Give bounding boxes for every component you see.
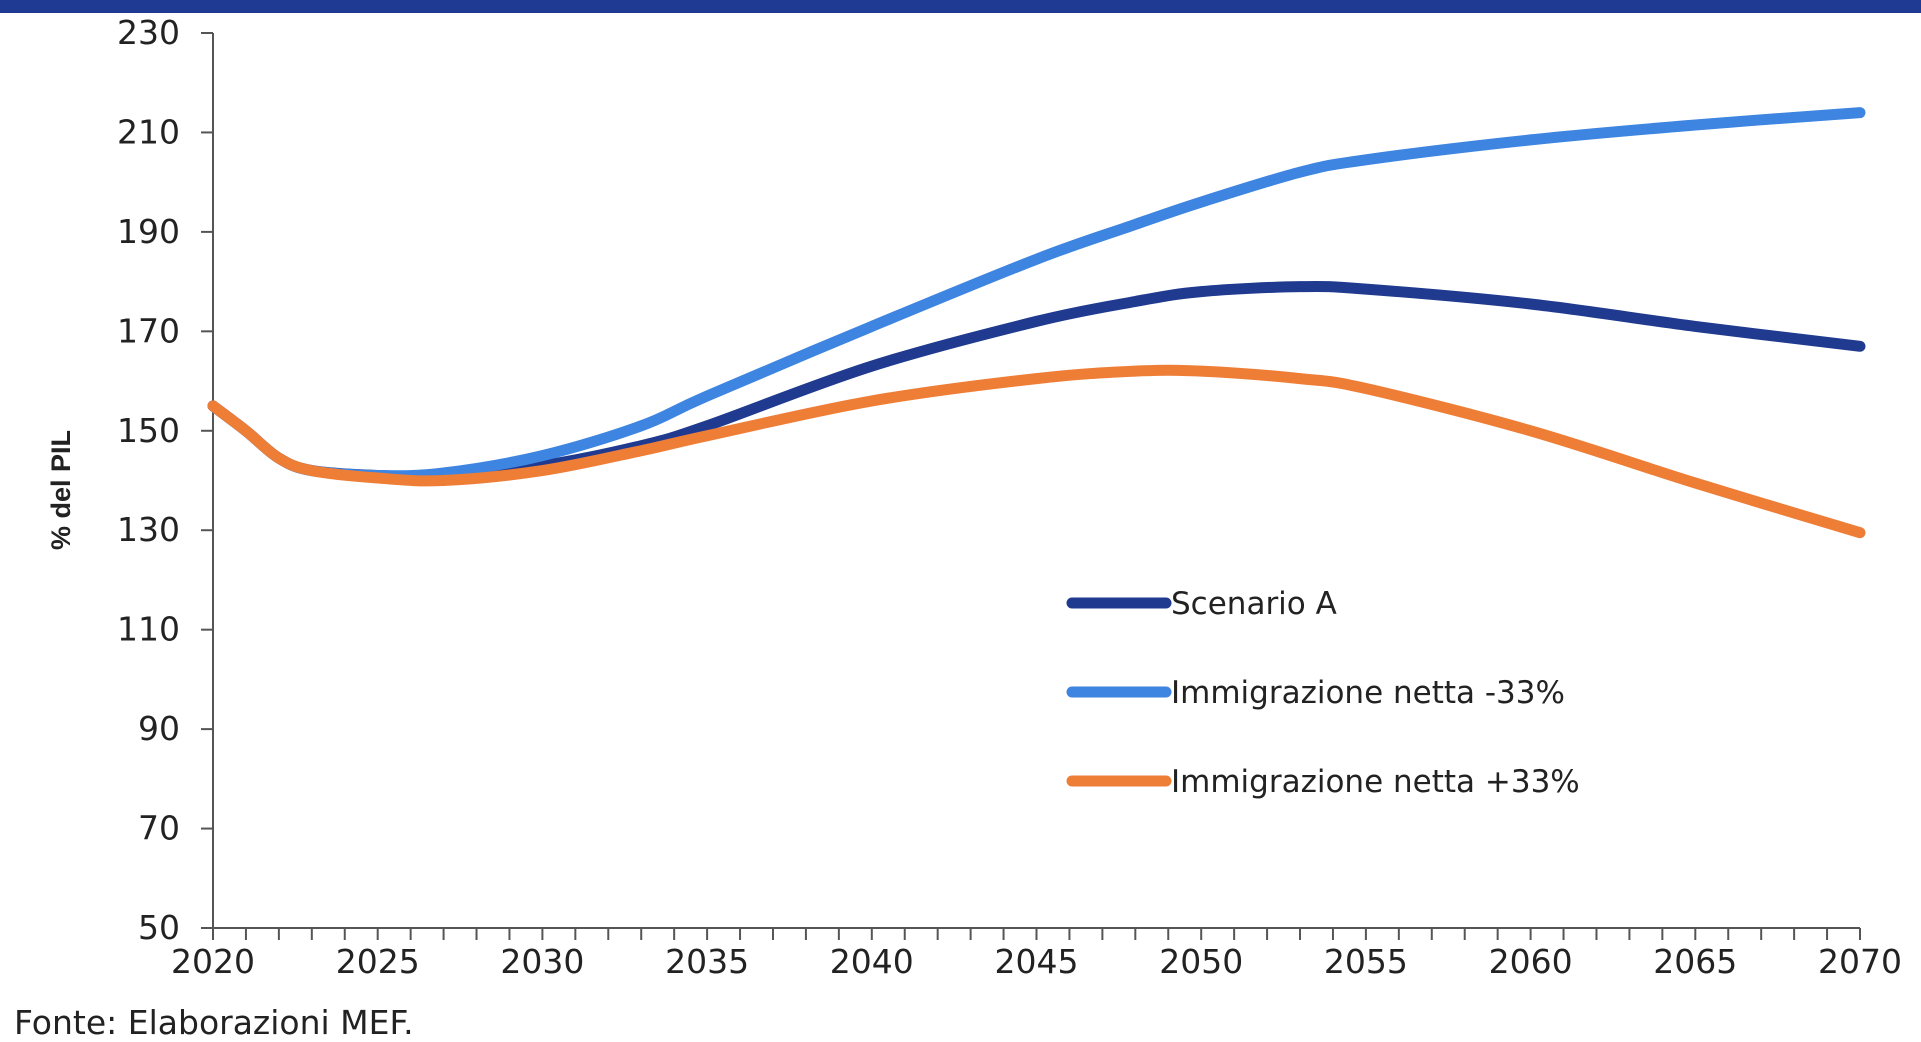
legend-label-3: Immigrazione netta +33% <box>1171 764 1580 800</box>
y-tick-label: 170 <box>117 311 180 350</box>
y-tick-label: 70 <box>138 809 180 848</box>
x-tick-label: 2055 <box>1324 942 1408 981</box>
x-tick-label: 2060 <box>1489 942 1573 981</box>
legend-label-2: Immigrazione netta -33% <box>1171 675 1565 711</box>
x-tick-label: 2065 <box>1653 942 1737 981</box>
x-tick-label: 2050 <box>1159 942 1243 981</box>
y-axis-ticks: 230 210 190 170 150 130 110 90 70 50 <box>117 13 213 947</box>
x-tick-label: 2040 <box>830 942 914 981</box>
y-tick-label: 50 <box>138 908 180 947</box>
y-axis-label: % del PIL <box>46 430 76 550</box>
x-tick-label: 2070 <box>1818 942 1902 981</box>
x-tick-label: 2045 <box>995 942 1079 981</box>
y-tick-label: 210 <box>117 112 180 151</box>
x-tick-label: 2030 <box>500 942 584 981</box>
x-tick-label: 2020 <box>171 942 255 981</box>
y-tick-label: 150 <box>117 411 180 450</box>
legend-label-1: Scenario A <box>1171 586 1337 622</box>
y-tick-label: 230 <box>117 13 180 52</box>
y-tick-label: 110 <box>117 610 180 649</box>
x-tick-label: 2025 <box>336 942 420 981</box>
source-note: Fonte: Elaborazioni MEF. <box>14 1003 414 1042</box>
top-bar <box>0 0 1921 13</box>
y-tick-label: 190 <box>117 212 180 251</box>
legend: Scenario A Immigrazione netta -33% Immigra… <box>1066 586 1580 800</box>
series-lines <box>207 107 1866 539</box>
y-tick-label: 90 <box>138 709 180 748</box>
y-tick-label: 130 <box>117 510 180 549</box>
series-line-2 <box>207 107 1866 482</box>
line-chart: 230 210 190 170 150 130 110 90 70 50 2020 2025 2030… <box>46 13 1902 981</box>
x-tick-label: 2035 <box>665 942 749 981</box>
series-line-3 <box>207 364 1866 539</box>
x-axis-ticks: 2020 2025 2030 2035 2040 2045 2050 2055 2060 2065… <box>171 928 1902 981</box>
